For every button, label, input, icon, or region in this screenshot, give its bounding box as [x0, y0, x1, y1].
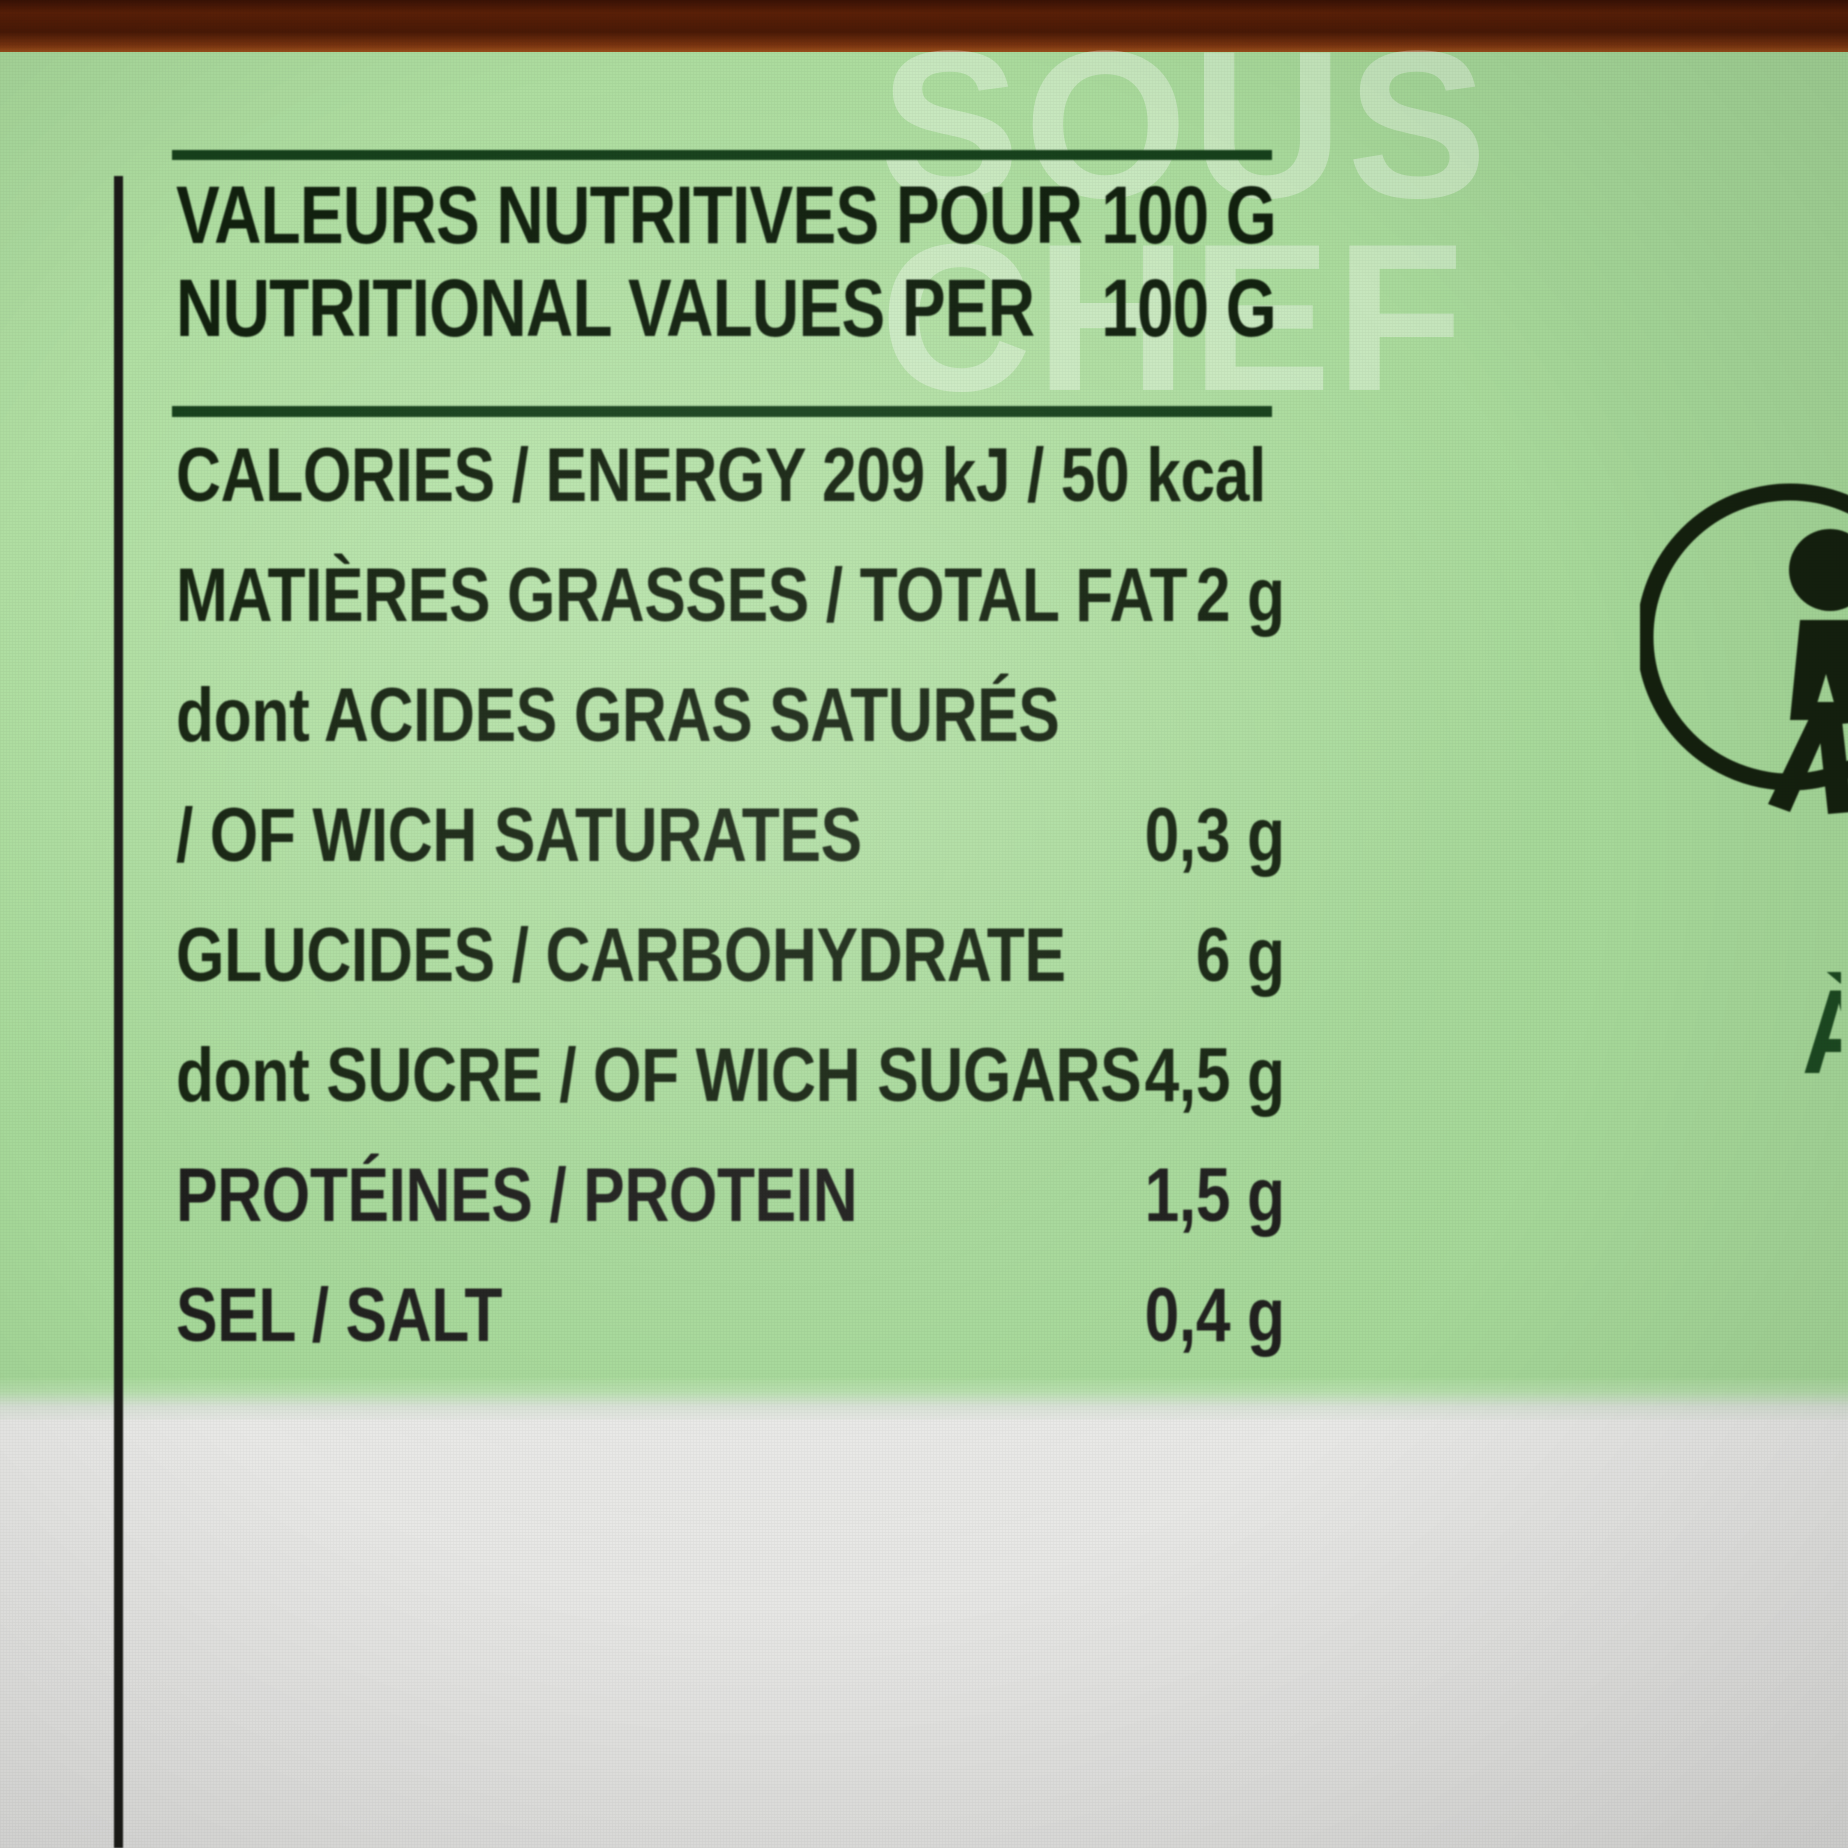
row-label: GLUCIDES / CARBOHYDRATE	[176, 913, 1066, 998]
row-label: MATIÈRES GRASSES / TOTAL FAT	[176, 553, 1188, 638]
row-label: / OF WICH SATURATES	[176, 793, 862, 878]
nutrition-row-calories: CALORIES / ENERGY 209 kJ / 50 kcal	[176, 438, 1290, 558]
header-english-label: NUTRITIONAL VALUES PER	[176, 262, 1035, 354]
row-value: 2 g	[1195, 553, 1285, 638]
nutrition-row-protein: PROTÉINES / PROTEIN 1,5 g	[176, 1158, 1290, 1278]
tidyman-icon	[1640, 452, 1848, 852]
label-white-background	[0, 1420, 1848, 1848]
label-green-background	[0, 52, 1848, 1402]
panel-header-divider-rule	[172, 406, 1272, 417]
nutrition-row-carbohydrate: GLUCIDES / CARBOHYDRATE 6 g	[176, 918, 1290, 1038]
row-label: CALORIES / ENERGY 209 kJ / 50 kcal	[176, 433, 1266, 518]
header-row-english: NUTRITIONAL VALUES PER 100 G	[176, 263, 1284, 356]
panel-left-vertical-rule	[114, 176, 123, 1848]
nutrition-rows: CALORIES / ENERGY 209 kJ / 50 kcal MATIÈ…	[176, 438, 1290, 1398]
row-value: 6 g	[1195, 913, 1285, 998]
jar-cap-brown-band	[0, 0, 1848, 58]
header-french-value: 100 G	[1101, 170, 1277, 261]
nutrition-row-salt: SEL / SALT 0,4 g	[176, 1278, 1290, 1398]
cropped-edge-letter: À	[1802, 972, 1841, 1092]
row-label: PROTÉINES / PROTEIN	[176, 1153, 858, 1238]
nutrition-row-saturates-english: / OF WICH SATURATES 0,3 g	[176, 798, 1290, 918]
label-color-transition	[0, 1378, 1848, 1424]
row-value: 1,5 g	[1144, 1153, 1285, 1238]
header-row-french: VALEURS NUTRITIVES POUR 100 G	[176, 170, 1284, 263]
nutrition-header: VALEURS NUTRITIVES POUR 100 G NUTRITIONA…	[176, 170, 1286, 355]
header-english-value: 100 G	[1101, 262, 1277, 354]
header-french-label: VALEURS NUTRITIVES POUR	[176, 170, 1083, 261]
row-label: dont ACIDES GRAS SATURÉS	[176, 673, 1060, 758]
row-label: dont SUCRE / OF WICH SUGARS	[176, 1033, 1142, 1118]
row-label: SEL / SALT	[176, 1273, 503, 1358]
panel-top-rule	[172, 150, 1272, 160]
nutrition-row-saturates-french: dont ACIDES GRAS SATURÉS	[176, 678, 1290, 798]
row-value: 4,5 g	[1144, 1033, 1285, 1118]
row-value: 0,4 g	[1144, 1273, 1285, 1358]
nutrition-row-total-fat: MATIÈRES GRASSES / TOTAL FAT 2 g	[176, 558, 1290, 678]
row-value: 0,3 g	[1144, 793, 1285, 878]
nutrition-row-sugars: dont SUCRE / OF WICH SUGARS 4,5 g	[176, 1038, 1290, 1158]
